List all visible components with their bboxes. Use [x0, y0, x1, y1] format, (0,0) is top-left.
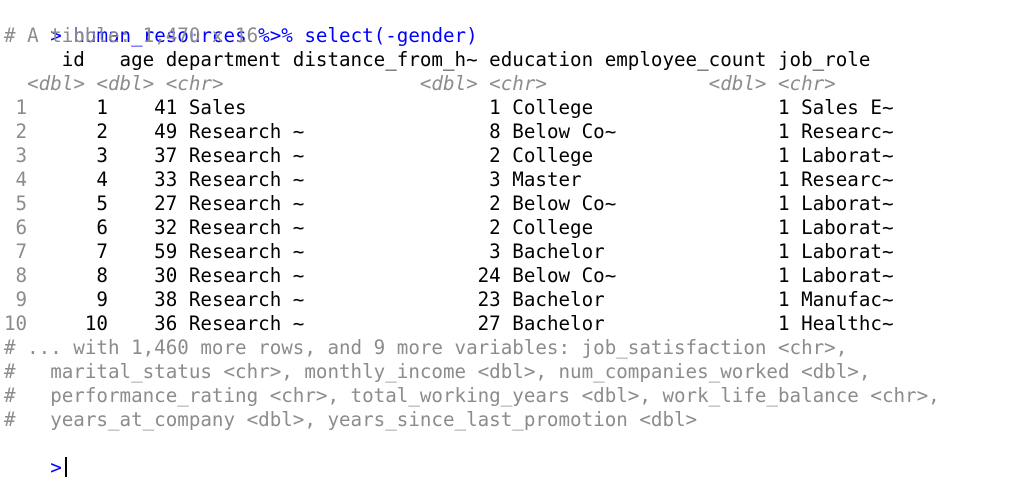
row-number: 10: [4, 312, 28, 335]
table-row: 4 4 33 Research ~ 3 Master 1 Researc~: [4, 168, 894, 192]
row-number: 1: [4, 96, 28, 119]
command-line: > human_resources %>% select(-gender): [4, 0, 477, 47]
tibble-summary: # A tibble: 1,470 x 16: [4, 24, 259, 47]
footer-line: # marital_status <chr>, monthly_income <…: [4, 360, 871, 383]
row-number: 4: [4, 168, 28, 191]
input-prompt-symbol: >: [50, 456, 62, 479]
table-row: 9 9 38 Research ~ 23 Bachelor 1 Manufac~: [4, 288, 894, 312]
row-number: 7: [4, 240, 28, 263]
footer-line: # performance_rating <chr>, total_workin…: [4, 384, 940, 407]
row-values: 5 27 Research ~ 2 Below Co~ 1 Laborat~: [27, 192, 894, 215]
text-cursor: [64, 457, 67, 477]
r-console[interactable]: > human_resources %>% select(-gender) # …: [0, 0, 1019, 479]
row-number: 3: [4, 144, 28, 167]
row-number: 8: [4, 264, 28, 287]
row-values: 8 30 Research ~ 24 Below Co~ 1 Laborat~: [27, 264, 894, 287]
row-number: 9: [4, 288, 28, 311]
footer-line: # ... with 1,460 more rows, and 9 more v…: [4, 336, 848, 359]
prompt-symbol: >: [50, 24, 62, 47]
row-values: 2 49 Research ~ 8 Below Co~ 1 Researc~: [27, 120, 894, 143]
row-values: 9 38 Research ~ 23 Bachelor 1 Manufac~: [27, 288, 894, 311]
command-text: human_resources %>% select(-gender): [73, 24, 478, 47]
row-values: 7 59 Research ~ 3 Bachelor 1 Laborat~: [27, 240, 894, 263]
row-values: 1 41 Sales 1 College 1 Sales E~: [27, 96, 894, 119]
input-line[interactable]: >: [4, 432, 67, 479]
row-number: 5: [4, 192, 28, 215]
table-row: 10 10 36 Research ~ 27 Bachelor 1 Health…: [4, 312, 894, 336]
table-row: 7 7 59 Research ~ 3 Bachelor 1 Laborat~: [4, 240, 894, 264]
table-row: 6 6 32 Research ~ 2 College 1 Laborat~: [4, 216, 894, 240]
footer-line: # years_at_company <dbl>, years_since_la…: [4, 408, 698, 431]
row-number: 2: [4, 120, 28, 143]
table-row: 8 8 30 Research ~ 24 Below Co~ 1 Laborat…: [4, 264, 894, 288]
table-row: 5 5 27 Research ~ 2 Below Co~ 1 Laborat~: [4, 192, 894, 216]
row-values: 6 32 Research ~ 2 College 1 Laborat~: [27, 216, 894, 239]
row-values: 10 36 Research ~ 27 Bachelor 1 Healthc~: [27, 312, 894, 335]
type-labels: <dbl> <dbl> <chr> <dbl> <chr> <dbl> <chr…: [27, 72, 836, 95]
row-values: 4 33 Research ~ 3 Master 1 Researc~: [27, 168, 894, 191]
row-number: 6: [4, 216, 28, 239]
table-row: 1 1 41 Sales 1 College 1 Sales E~: [4, 96, 894, 120]
column-type-row: <dbl> <dbl> <chr> <dbl> <chr> <dbl> <chr…: [4, 72, 836, 96]
row-values: 3 37 Research ~ 2 College 1 Laborat~: [27, 144, 894, 167]
table-row: 2 2 49 Research ~ 8 Below Co~ 1 Researc~: [4, 120, 894, 144]
type-indent: [4, 72, 27, 95]
table-row: 3 3 37 Research ~ 2 College 1 Laborat~: [4, 144, 894, 168]
column-header-row: id age department distance_from_h~ educa…: [4, 48, 871, 71]
